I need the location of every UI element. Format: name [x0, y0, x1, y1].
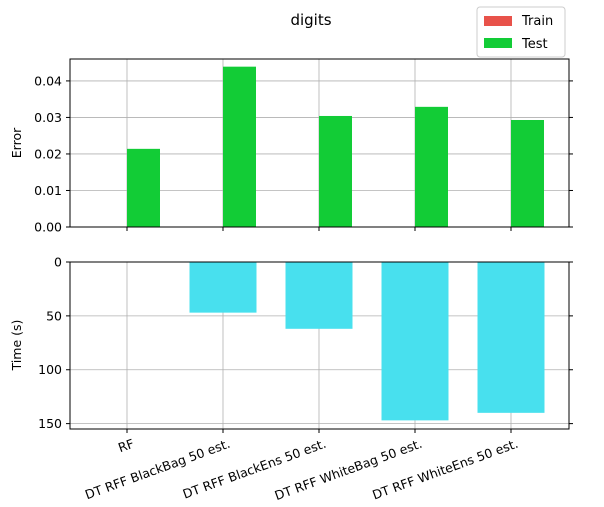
time-y-tick-label: 100: [38, 362, 62, 377]
error-y-tick-label: 0.00: [34, 220, 62, 235]
error-bar-test: [511, 119, 544, 227]
error-y-tick-label: 0.02: [34, 146, 62, 161]
time-bars: [189, 262, 545, 421]
error-panel: 0.00 0.01 0.02 0.03 0.04 Error: [9, 58, 573, 235]
time-y-tick-label: 50: [46, 308, 62, 323]
error-y-tick-label: 0.03: [34, 110, 62, 125]
error-bar-test: [319, 115, 352, 227]
legend: Train Test: [476, 6, 566, 58]
error-y-ticks: 0.00 0.01 0.02 0.03 0.04: [34, 73, 573, 235]
legend-label-train: Train: [521, 14, 553, 29]
time-y-tick-label: 150: [38, 416, 62, 431]
time-y-axis-label: Time (s): [9, 320, 24, 372]
error-y-tick-label: 0.01: [34, 183, 62, 198]
error-bar-test: [223, 66, 256, 228]
time-y-tick-label: 0: [54, 255, 62, 270]
error-bar-test: [415, 106, 448, 227]
error-y-tick-label: 0.04: [34, 73, 62, 88]
legend-swatch-test: [484, 38, 512, 48]
time-bar: [381, 262, 449, 421]
time-bar: [285, 262, 353, 329]
error-y-axis-label: Error: [9, 127, 24, 158]
time-bar: [189, 262, 257, 313]
legend-label-test: Test: [521, 37, 548, 52]
error-bar-test: [127, 148, 160, 227]
legend-swatch-train: [484, 16, 512, 26]
error-bars: [127, 66, 544, 228]
chart-title: digits: [290, 11, 331, 29]
time-bar: [477, 262, 545, 413]
x-tick-label: RF: [116, 436, 136, 456]
time-y-ticks: 0 50 100 150: [38, 255, 573, 433]
